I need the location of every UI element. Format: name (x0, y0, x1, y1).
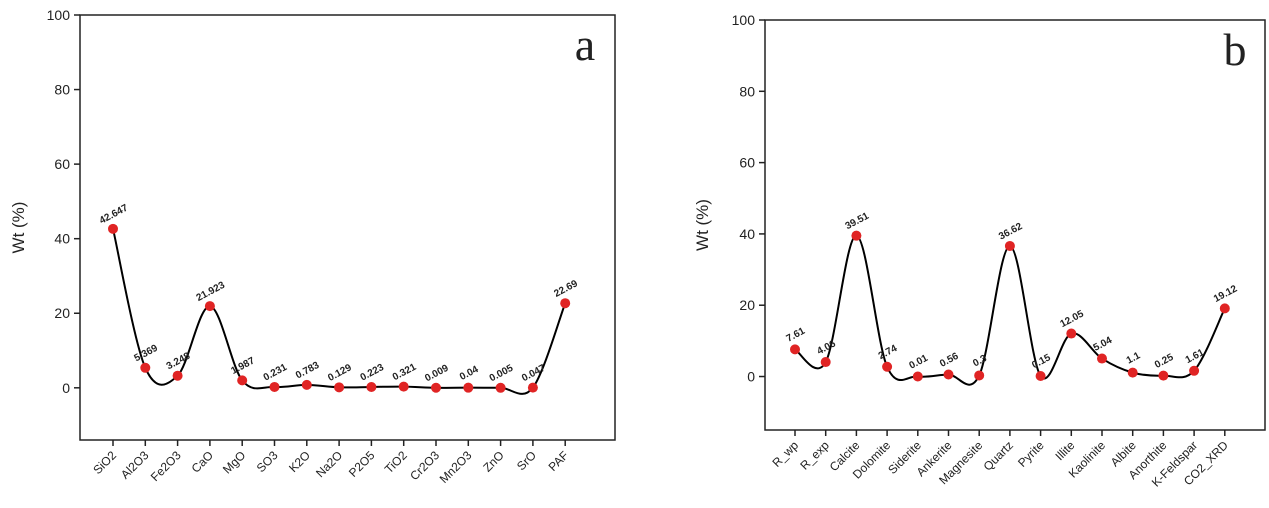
value-label: 36.62 (997, 221, 1025, 243)
data-point (1035, 370, 1046, 381)
data-point (1189, 365, 1200, 376)
value-label: 0.223 (359, 362, 387, 384)
x-tick-label: Quartz (981, 438, 1016, 473)
data-point (1004, 240, 1015, 251)
x-tick-label: SO3 (254, 448, 281, 475)
data-point (1219, 303, 1230, 314)
x-tick-label: R_wp (770, 438, 802, 470)
value-label: 12.05 (1058, 308, 1086, 330)
data-point (1127, 367, 1138, 378)
y-tick-label: 60 (739, 155, 755, 171)
value-label: 0.321 (391, 361, 419, 383)
data-point (1158, 370, 1169, 381)
data-point (527, 382, 538, 393)
value-label: 39.51 (844, 211, 872, 233)
y-axis-label: Wt (%) (9, 202, 28, 254)
data-point (974, 370, 985, 381)
x-tick-label: Illite (1052, 438, 1077, 463)
data-point (1066, 328, 1077, 339)
data-line (794, 234, 1226, 386)
panel-annotation: b (1224, 24, 1247, 75)
data-point (269, 381, 280, 392)
x-tick-label: CaO (189, 448, 216, 475)
x-tick-label: P2O5 (346, 448, 378, 480)
x-tick-label: SrO (514, 448, 539, 473)
value-label: 5.369 (132, 343, 160, 365)
x-tick-label: R_exp (797, 438, 832, 473)
value-label: 1.1 (1125, 350, 1143, 366)
value-label: 0.009 (423, 363, 451, 385)
data-point (398, 381, 409, 392)
value-label: 0.01 (907, 353, 930, 372)
y-tick-label: 80 (739, 83, 755, 99)
y-tick-label: 20 (739, 297, 755, 313)
data-point (1097, 353, 1107, 364)
y-tick-label: 20 (54, 305, 70, 321)
x-tick-label: Na2O (313, 448, 345, 480)
data-point (912, 371, 923, 382)
data-point (463, 382, 474, 393)
x-tick-label: Fe2O3 (148, 448, 184, 484)
value-label: 0.56 (938, 351, 961, 370)
x-tick-label: PAF (546, 448, 572, 474)
value-label: 3.248 (165, 351, 193, 373)
value-label: 0.129 (326, 362, 354, 384)
value-label: 2.74 (877, 343, 900, 362)
data-point (943, 369, 954, 380)
x-tick-label: Cr2O3 (407, 448, 442, 483)
value-label: 0.25 (1153, 352, 1176, 371)
value-label: 7.61 (785, 326, 808, 345)
y-tick-label: 40 (739, 226, 755, 242)
data-point (366, 381, 377, 392)
y-tick-label: 100 (47, 7, 71, 23)
plot-frame (79, 14, 616, 441)
panel-annotation: a (575, 19, 595, 70)
data-point (237, 375, 248, 386)
y-tick-label: 0 (747, 369, 755, 385)
x-tick-label: Mn2O3 (437, 448, 475, 486)
y-axis-label: Wt (%) (693, 199, 712, 251)
data-point (820, 357, 831, 368)
value-label: 0.04 (458, 364, 481, 383)
value-label: 0.231 (262, 362, 290, 384)
data-point (301, 379, 312, 390)
value-label: 0.783 (294, 360, 322, 382)
data-point (495, 382, 506, 393)
data-point (334, 382, 345, 393)
data-point (560, 298, 571, 309)
value-label: 22.69 (552, 278, 580, 300)
value-label: 21.923 (195, 280, 228, 304)
data-point (851, 230, 862, 241)
x-tick-label: K2O (286, 448, 313, 475)
data-point (790, 344, 800, 355)
value-label: 4.06 (815, 338, 838, 357)
x-tick-label: Al2O3 (118, 448, 152, 482)
data-point (204, 301, 215, 312)
data-point (431, 382, 441, 393)
value-label: 0.005 (488, 363, 516, 385)
y-tick-label: 100 (732, 12, 756, 28)
y-tick-label: 0 (62, 380, 70, 396)
data-point (140, 362, 151, 373)
value-label: 1.61 (1184, 347, 1207, 366)
value-label: 0.047 (520, 362, 548, 384)
x-tick-label: Pyrite (1015, 438, 1047, 470)
x-tick-label: MgO (220, 448, 248, 476)
data-point (882, 361, 893, 372)
value-label: 5.04 (1092, 335, 1115, 354)
x-tick-label: ZnO (480, 448, 506, 474)
y-tick-label: 80 (54, 82, 70, 98)
value-label: 42.647 (98, 202, 131, 226)
x-tick-label: SiO2 (90, 448, 119, 477)
data-point (108, 223, 118, 234)
plot-frame (764, 19, 1266, 431)
y-tick-label: 60 (54, 156, 70, 172)
value-label: 0.3 (971, 353, 989, 369)
data-point (172, 370, 183, 381)
x-tick-label: TiO2 (382, 448, 410, 476)
y-tick-label: 40 (54, 231, 70, 247)
value-label: 19.12 (1212, 283, 1240, 305)
